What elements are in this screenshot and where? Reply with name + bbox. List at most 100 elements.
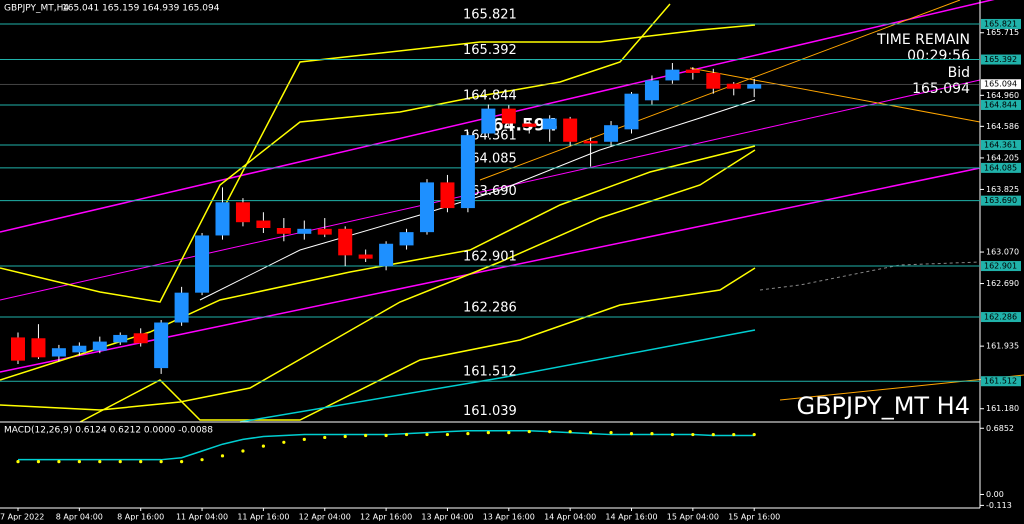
candle-body xyxy=(706,72,721,89)
y-tick-label: 161.935 xyxy=(986,342,1019,351)
x-tick-label: 8 Apr 16:00 xyxy=(117,513,164,522)
signal-dot xyxy=(527,430,531,434)
signal-dot xyxy=(220,454,225,458)
x-tick-label: 7 Apr 2022 xyxy=(0,513,44,522)
signal-dot xyxy=(404,432,409,437)
level-box-label: 163.690 xyxy=(984,196,1017,205)
candle-body xyxy=(174,292,189,323)
candle-body xyxy=(501,108,516,124)
trend-line xyxy=(479,0,961,181)
cloud-line xyxy=(759,261,981,291)
signal-dot xyxy=(691,432,695,437)
level-box-label: 162.286 xyxy=(984,313,1017,322)
y-tick-label: 164.586 xyxy=(986,122,1019,131)
signal-dot xyxy=(384,433,388,438)
candle-body xyxy=(92,341,107,351)
candle-body xyxy=(113,334,128,343)
candle-body xyxy=(235,202,250,223)
signal-dot xyxy=(425,432,429,437)
candle-body xyxy=(31,338,46,358)
candle-body xyxy=(358,254,373,259)
y-tick-label: -0.113 xyxy=(986,501,1012,510)
candle-body xyxy=(317,228,332,235)
x-tick-label: 11 Apr 04:00 xyxy=(176,513,228,522)
marker-price: 164.594 xyxy=(480,116,558,136)
candle-body xyxy=(154,322,169,369)
signal-dot xyxy=(261,444,265,448)
y-tick-label: 162.690 xyxy=(986,279,1019,288)
signal-dot xyxy=(98,460,102,464)
candle-body xyxy=(440,182,455,209)
signal-dot xyxy=(670,432,675,437)
trend-line xyxy=(689,67,981,123)
signal-dot xyxy=(36,460,41,464)
price-label: 164.361 xyxy=(463,129,517,144)
candle-body xyxy=(563,118,578,142)
band-line xyxy=(79,267,756,423)
signal-dot xyxy=(180,460,184,464)
level-box xyxy=(981,140,1021,151)
y-tick-label: 163.070 xyxy=(986,248,1019,257)
level-box xyxy=(981,195,1021,206)
signal-dot xyxy=(589,431,593,435)
candle-body xyxy=(644,80,659,101)
signal-dot xyxy=(241,449,245,453)
price-label: 164.085 xyxy=(463,151,517,166)
candle-body xyxy=(726,83,741,89)
price-label: 165.392 xyxy=(463,43,517,58)
signal-dot xyxy=(752,432,756,437)
signal-dot xyxy=(364,433,368,438)
level-box xyxy=(981,376,1021,387)
level-box-label: 161.512 xyxy=(984,377,1017,386)
chart-title: GBPJPY_MT,H4 xyxy=(4,4,69,14)
time-remain-label: TIME REMAIN xyxy=(876,32,970,48)
candle-body xyxy=(685,69,700,73)
x-tick-label: 8 Apr 04:00 xyxy=(56,513,103,522)
signal-dot xyxy=(466,431,470,436)
candle-body xyxy=(399,232,414,246)
candle-body xyxy=(133,333,148,344)
candle-body xyxy=(215,202,230,236)
candle-body xyxy=(604,125,619,142)
x-tick-label: 12 Apr 16:00 xyxy=(360,513,412,522)
signal-dot xyxy=(302,437,306,441)
macd-title: MACD(12,26,9) 0.6124 0.6212 0.0000 -0.00… xyxy=(4,426,213,436)
level-box-label: 165.821 xyxy=(984,19,1017,28)
signal-dot xyxy=(609,431,613,435)
level-box xyxy=(981,162,1021,173)
y-tick-label: 164.205 xyxy=(986,153,1019,162)
candle-body xyxy=(338,228,353,256)
time-remain: 00:29:56 xyxy=(907,48,970,64)
signal-dot xyxy=(118,460,122,464)
signal-dot xyxy=(548,430,552,434)
candle-body xyxy=(747,84,762,89)
band-line xyxy=(0,3,671,303)
channel-line xyxy=(0,79,981,301)
signal-dot xyxy=(323,435,327,440)
x-tick-label: 11 Apr 16:00 xyxy=(237,513,289,522)
y-tick-label: 165.715 xyxy=(986,28,1019,37)
candle-body xyxy=(11,337,25,361)
price-label: 161.512 xyxy=(463,365,517,380)
y-tick-label: 163.825 xyxy=(986,185,1019,194)
candle-body xyxy=(276,227,291,234)
price-label: 162.286 xyxy=(463,301,517,316)
bid-box-label: 165.094 xyxy=(984,80,1017,89)
price-label: 161.039 xyxy=(463,404,517,419)
level-box xyxy=(981,312,1021,323)
x-tick-label: 15 Apr 16:00 xyxy=(728,513,780,522)
candle-body xyxy=(481,108,496,134)
price-label: 165.821 xyxy=(463,7,517,22)
candle-body xyxy=(624,93,639,130)
candle-body xyxy=(460,135,475,209)
signal-dot xyxy=(200,458,204,462)
signal-dot xyxy=(445,432,450,437)
candle-body xyxy=(420,182,434,233)
candle-body xyxy=(256,220,271,228)
signal-dot xyxy=(77,460,81,464)
band-line xyxy=(219,24,756,216)
signal-dot xyxy=(139,460,143,464)
candle-body xyxy=(297,228,312,234)
